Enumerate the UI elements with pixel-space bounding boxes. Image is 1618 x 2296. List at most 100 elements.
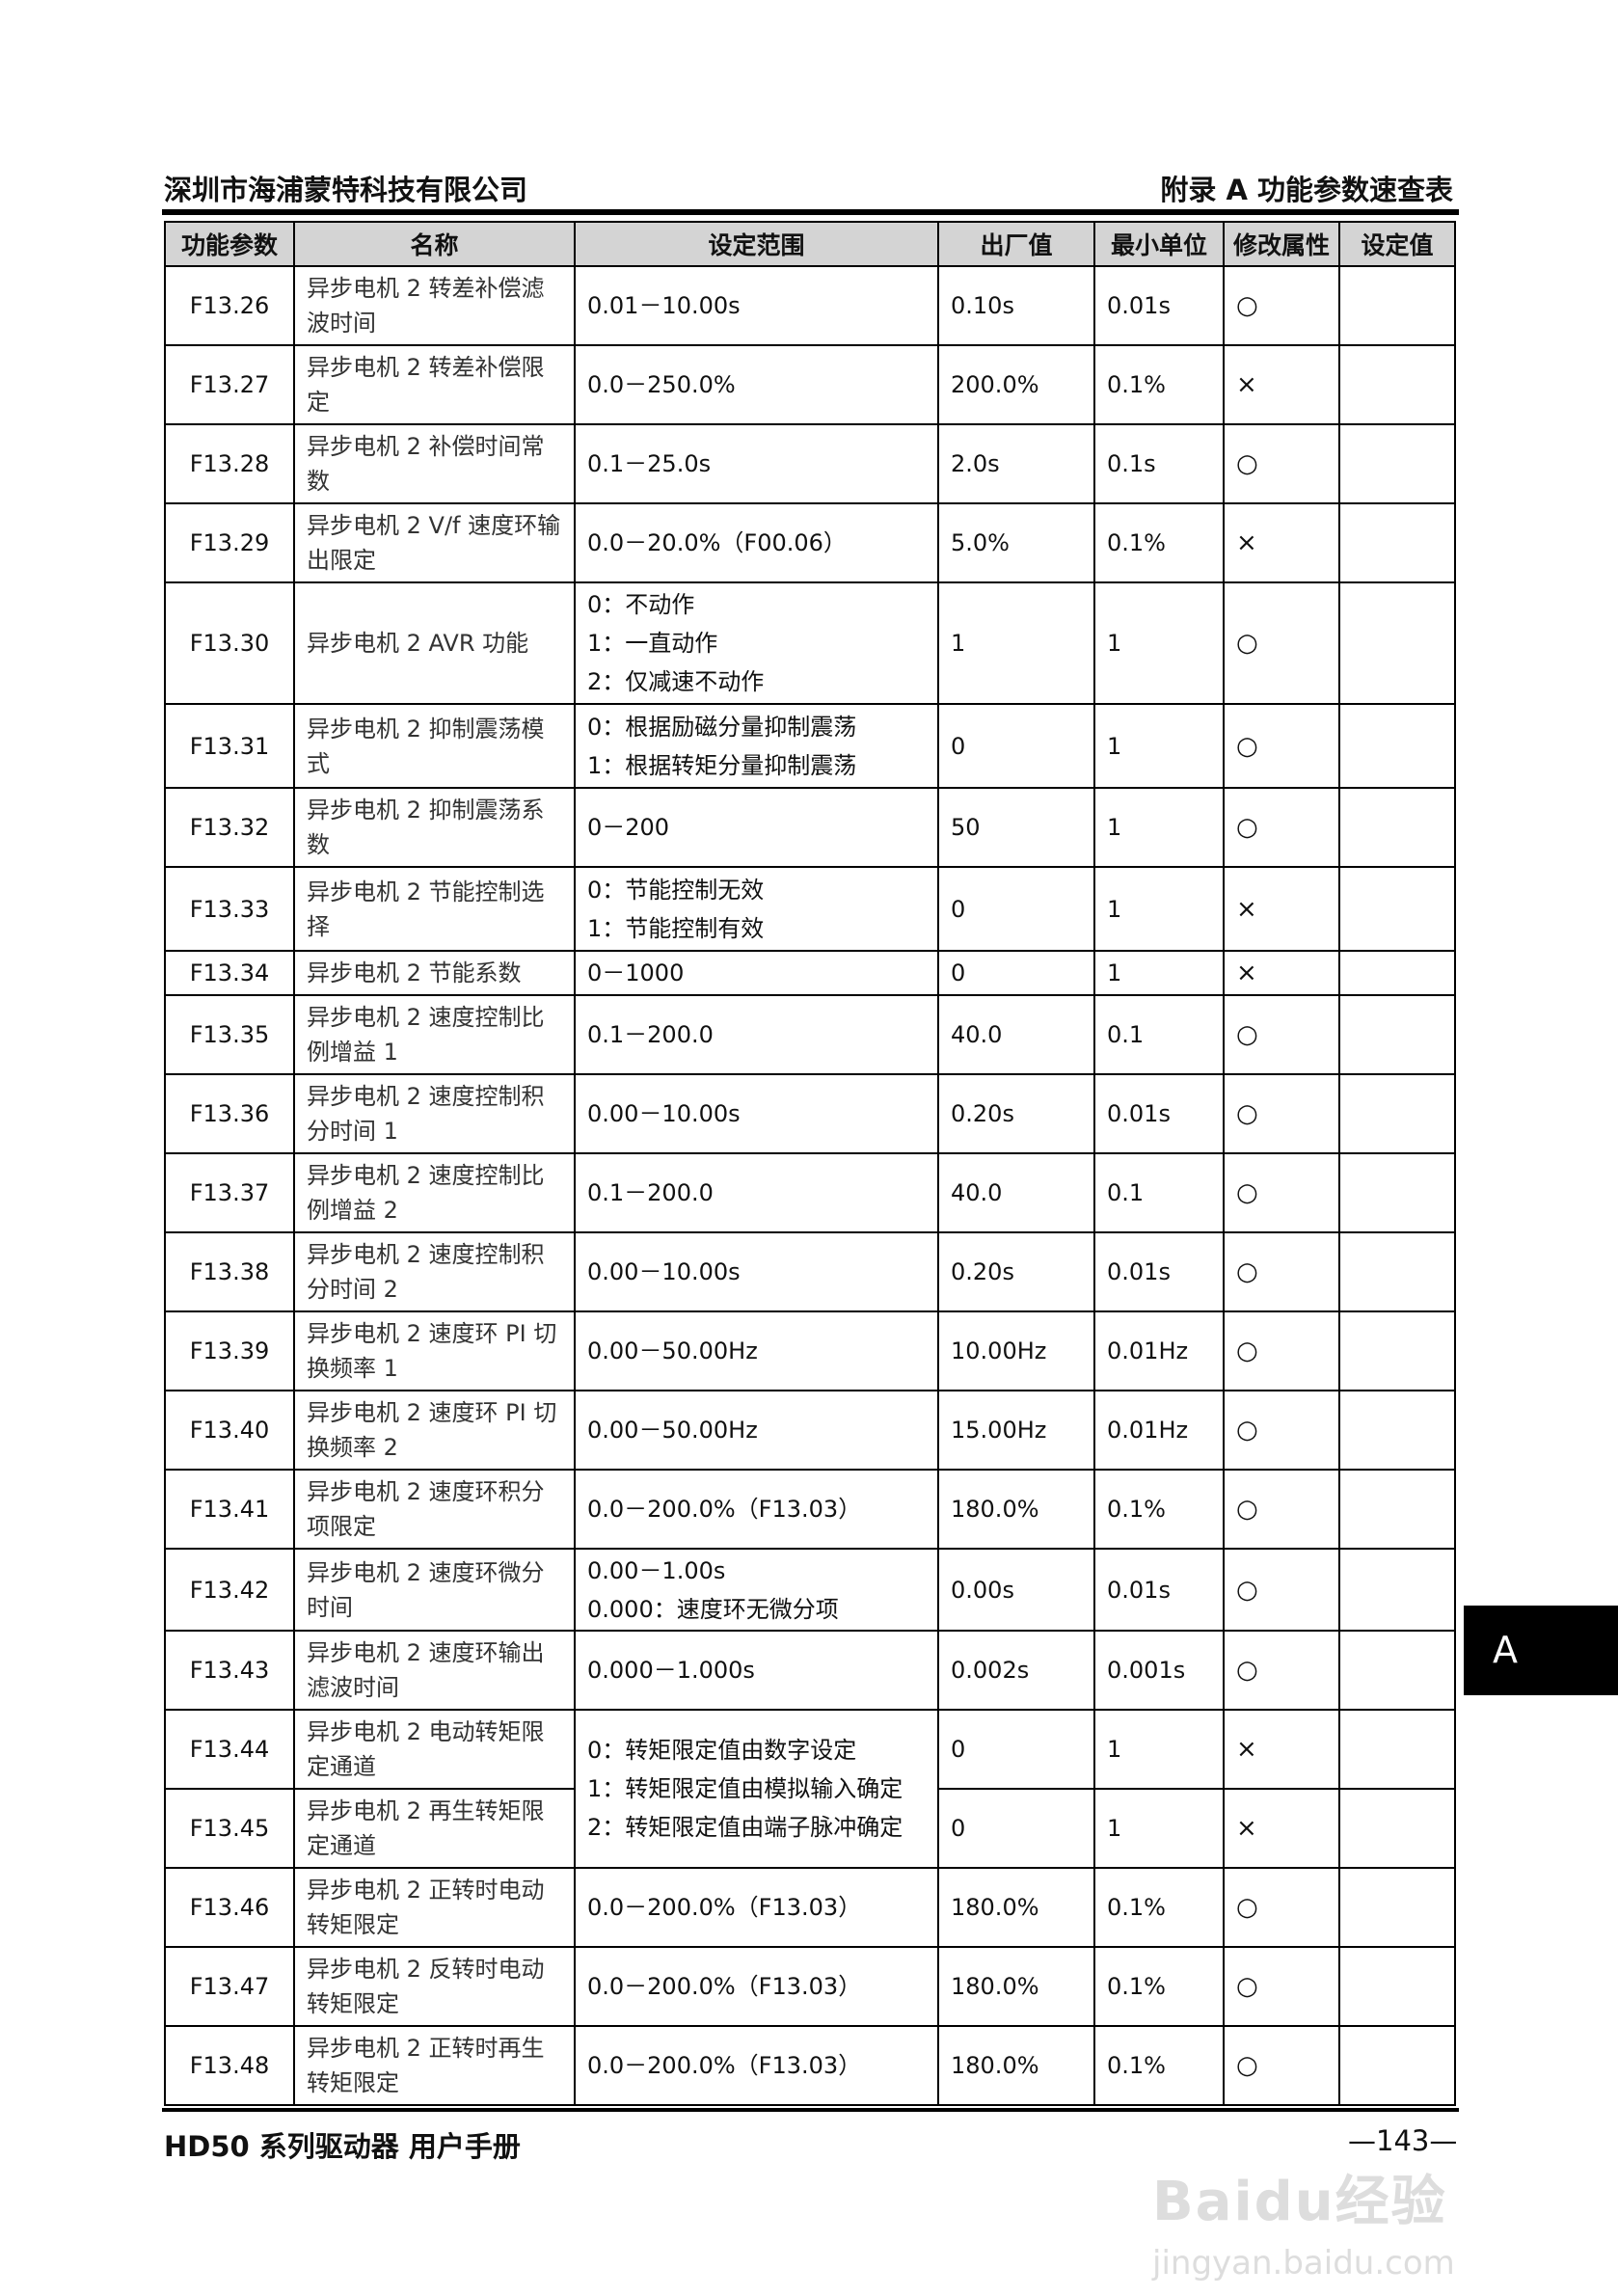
min-unit: 0.1%: [1093, 1469, 1225, 1550]
parameter-table: 功能参数 名称 设定范围 出厂值 最小单位 修改属性 设定值 F13.26 异步电机 2 转差…: [164, 221, 1456, 2106]
modify-attribute: ○: [1223, 1867, 1340, 1948]
table-row: F13.38 异步电机 2 速度控制积分时间 2 0.00－10.00s 0.20s 0…: [164, 1231, 1456, 1312]
range-line: 1：根据转矩分量抑制震荡: [587, 751, 857, 779]
min-unit: 0.01s: [1093, 1073, 1225, 1154]
range-line: 0.1－200.0: [587, 1179, 714, 1206]
page-number: —143—: [1348, 2124, 1458, 2157]
range-line: 0.000－1.000s: [587, 1657, 755, 1684]
param-code: F13.38: [164, 1231, 295, 1312]
min-unit: 0.01s: [1093, 1231, 1225, 1312]
factory-default: 0.20s: [937, 1073, 1095, 1154]
param-name: 异步电机 2 正转时再生转矩限定: [293, 2025, 576, 2106]
table-row: F13.37 异步电机 2 速度控制比例增益 2 0.1－200.0 40.0 0.1 ○: [164, 1152, 1456, 1233]
factory-default: 40.0: [937, 1152, 1095, 1233]
min-unit: 1: [1093, 866, 1225, 952]
param-name: 异步电机 2 补偿时间常数: [293, 423, 576, 504]
user-setting: [1338, 866, 1456, 952]
param-range: 0－200: [574, 787, 939, 868]
user-setting: [1338, 1788, 1456, 1869]
table-row: F13.41 异步电机 2 速度环积分项限定 0.0－200.0%（F13.03） 1…: [164, 1469, 1456, 1550]
factory-default: 200.0%: [937, 344, 1095, 425]
param-range: 0.0－250.0%: [574, 344, 939, 425]
table-row: F13.44 异步电机 2 电动转矩限定通道 0：转矩限定值由数字设定 1：转矩限定值…: [164, 1709, 1456, 1869]
user-setting: [1338, 994, 1456, 1075]
user-setting: [1338, 1946, 1456, 2027]
modify-attribute: ○: [1223, 1548, 1340, 1632]
modify-attribute: ○: [1223, 1630, 1340, 1711]
min-unit: 1: [1093, 1709, 1225, 1790]
user-setting: [1338, 1152, 1456, 1233]
factory-default: 2.0s: [937, 423, 1095, 504]
factory-default: 0.00s: [937, 1548, 1095, 1632]
param-range: 0.0－200.0%（F13.03）: [574, 1469, 939, 1550]
modify-attribute: ○: [1223, 423, 1340, 504]
param-range: 0.0－200.0%（F13.03）: [574, 1867, 939, 1948]
table-row: F13.34 异步电机 2 节能系数 0－1000 0 1 ×: [164, 950, 1456, 996]
range-line: 0：不动作: [587, 591, 695, 618]
param-name: 异步电机 2 速度控制积分时间 1: [293, 1073, 576, 1154]
range-line: 0.00－10.00s: [587, 1258, 741, 1285]
param-range: 0.00－50.00Hz: [574, 1310, 939, 1391]
param-range: 0：根据励磁分量抑制震荡 1：根据转矩分量抑制震荡: [574, 703, 939, 789]
range-line: 0.0－200.0%（F13.03）: [587, 1496, 862, 1523]
range-line: 0.00－50.00Hz: [587, 1337, 758, 1364]
range-line: 0.0－200.0%（F13.03）: [587, 1894, 862, 1921]
range-line: 2：仅减速不动作: [587, 668, 765, 695]
min-unit: 0.01Hz: [1093, 1390, 1225, 1471]
factory-default: 0: [937, 1788, 1095, 1869]
min-unit: 0.1s: [1093, 423, 1225, 504]
range-line: 0：节能控制无效: [587, 876, 765, 904]
manual-title: HD50 系列驱动器 用户手册: [164, 2130, 521, 2163]
min-unit: 0.01s: [1093, 1548, 1225, 1632]
param-code: F13.48: [164, 2025, 295, 2106]
param-range: 0.00－1.00s 0.000：速度环无微分项: [574, 1548, 939, 1632]
table-row: F13.42 异步电机 2 速度环微分时间 0.00－1.00s 0.000：速度环无…: [164, 1548, 1456, 1632]
range-line: 0.01－10.00s: [587, 292, 741, 319]
min-unit: 1: [1093, 1788, 1225, 1869]
table-row: F13.45 异步电机 2 再生转矩限定通道 0 1 ×: [164, 1788, 1456, 1869]
min-unit: 0.001s: [1093, 1630, 1225, 1711]
param-name: 异步电机 2 再生转矩限定通道: [293, 1788, 576, 1869]
param-name: 异步电机 2 转差补偿滤波时间: [293, 265, 576, 346]
modify-attribute: ○: [1223, 1231, 1340, 1312]
range-line: 0.00－1.00s: [587, 1556, 726, 1584]
table-row: F13.32 异步电机 2 抑制震荡系数 0－200 50 1 ○: [164, 787, 1456, 868]
param-code: F13.42: [164, 1548, 295, 1632]
param-range: 0.00－10.00s: [574, 1073, 939, 1154]
factory-default: 0.10s: [937, 265, 1095, 346]
min-unit: 0.01Hz: [1093, 1310, 1225, 1391]
param-range: 0.0－200.0%（F13.03）: [574, 2025, 939, 2106]
table-row: F13.47 异步电机 2 反转时电动转矩限定 0.0－200.0%（F13.03）…: [164, 1946, 1456, 2027]
factory-default: 5.0%: [937, 502, 1095, 583]
section-title: 附录 A 功能参数速查表: [1160, 174, 1453, 206]
param-name: 异步电机 2 速度环 PI 切换频率 2: [293, 1390, 576, 1471]
param-name: 异步电机 2 节能控制选择: [293, 866, 576, 952]
range-line: 1：节能控制有效: [587, 914, 765, 942]
min-unit: 0.1: [1093, 994, 1225, 1075]
param-range: 0.1－25.0s: [574, 423, 939, 504]
range-line: 0.0－200.0%（F13.03）: [587, 2052, 862, 2079]
user-setting: [1338, 581, 1456, 705]
range-line: 0.1－200.0: [587, 1021, 714, 1048]
range-line: 0－1000: [587, 959, 685, 986]
table-header-row: 功能参数 名称 设定范围 出厂值 最小单位 修改属性 设定值: [164, 221, 1456, 267]
range-line: 0.0－250.0%: [587, 371, 736, 398]
param-code: F13.33: [164, 866, 295, 952]
min-unit: 0.1%: [1093, 502, 1225, 583]
user-setting: [1338, 1231, 1456, 1312]
header-rule: [162, 209, 1459, 215]
user-setting: [1338, 1310, 1456, 1391]
param-range: 0.1－200.0: [574, 994, 939, 1075]
param-code: F13.27: [164, 344, 295, 425]
table-row: F13.27 异步电机 2 转差补偿限定 0.0－250.0% 200.0% 0.1% ×: [164, 344, 1456, 425]
user-setting: [1338, 2025, 1456, 2106]
table-row: F13.36 异步电机 2 速度控制积分时间 1 0.00－10.00s 0.20s 0…: [164, 1073, 1456, 1154]
user-setting: [1338, 502, 1456, 583]
param-code: F13.39: [164, 1310, 295, 1391]
param-code: F13.34: [164, 950, 295, 996]
param-code: F13.35: [164, 994, 295, 1075]
param-range: 0：不动作 1：一直动作 2：仅减速不动作: [574, 581, 939, 705]
table-row: F13.31 异步电机 2 抑制震荡模式 0：根据励磁分量抑制震荡 1：根据转矩分量抑…: [164, 703, 1456, 789]
range-line: 1：转矩限定值由模拟输入确定: [587, 1775, 903, 1802]
user-setting: [1338, 1469, 1456, 1550]
